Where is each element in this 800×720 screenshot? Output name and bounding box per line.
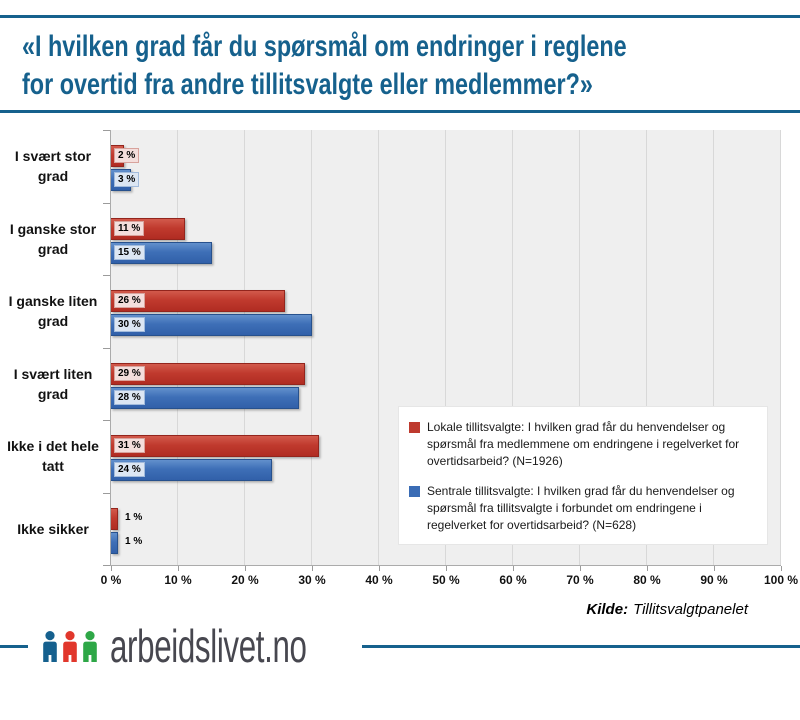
- y-axis-tick: [103, 130, 110, 131]
- legend-label: Sentrale tillitsvalgte: I hvilken grad f…: [427, 484, 735, 532]
- x-axis-label: 90 %: [700, 573, 728, 587]
- category-label-line: tatt: [42, 458, 64, 475]
- gridline: [579, 130, 580, 565]
- y-axis-tick: [103, 420, 110, 421]
- legend-item: Lokale tillitsvalgte: I hvilken grad får…: [409, 419, 759, 470]
- chart-legend: Lokale tillitsvalgte: I hvilken grad får…: [398, 406, 768, 545]
- bar-value-label: 28 %: [114, 389, 145, 405]
- x-axis-tick: [714, 566, 715, 571]
- x-axis-label: 20 %: [231, 573, 259, 587]
- x-axis-label: 80 %: [633, 573, 661, 587]
- y-axis-tick: [103, 348, 110, 349]
- gridline: [177, 130, 178, 565]
- x-axis-tick: [379, 566, 380, 571]
- arbeidslivet-logo: arbeidslivet.no: [28, 616, 362, 676]
- bar-value-label: 1 %: [125, 535, 143, 547]
- category-label: I ganske liten grad: [1, 275, 105, 348]
- gridline: [445, 130, 446, 565]
- gridline: [512, 130, 513, 565]
- x-axis-label: 30 %: [298, 573, 326, 587]
- bar-value-label: 31 %: [114, 438, 145, 453]
- y-axis-tick: [103, 493, 110, 494]
- x-axis-label: 50 %: [432, 573, 460, 587]
- x-axis-label: 40 %: [365, 573, 393, 587]
- page-title: «I hvilken grad får du spørsmål om endri…: [22, 28, 755, 104]
- x-axis-tick: [245, 566, 246, 571]
- category-label: I ganske stor grad: [1, 203, 105, 276]
- legend-label: Lokale tillitsvalgte: I hvilken grad får…: [427, 420, 740, 468]
- bar-lokale: [111, 290, 285, 312]
- logo-people-icons: [42, 630, 98, 662]
- bar-lokale: [111, 435, 319, 457]
- header-bottom-rule: [0, 110, 800, 113]
- x-axis-tick: [513, 566, 514, 571]
- person-icon: [63, 630, 77, 662]
- bar-value-label: 11 %: [114, 220, 145, 236]
- bar-value-label: 15 %: [114, 244, 145, 260]
- bar-value-label: 24 %: [114, 462, 145, 477]
- x-axis-tick: [446, 566, 447, 571]
- legend-swatch-blue: [409, 486, 420, 497]
- gridline: [780, 130, 781, 565]
- gridline: [311, 130, 312, 565]
- bar-lokale: [111, 507, 118, 530]
- x-axis-label: 10 %: [164, 573, 192, 587]
- category-label-line: I svært stor: [14, 148, 92, 165]
- page-title-line1: «I hvilken grad får du spørsmål om endri…: [22, 30, 627, 63]
- legend-swatch-red: [409, 422, 420, 433]
- page-title-line2: for overtid fra andre tillitsvalgte elle…: [22, 68, 593, 101]
- bar-value-label: 1 %: [125, 511, 143, 523]
- gridline: [244, 130, 245, 565]
- bar-value-label: 30 %: [114, 317, 145, 332]
- category-label: Ikke sikker: [1, 493, 105, 566]
- bar-sentrale: [111, 314, 312, 336]
- bar-value-label: 3 %: [114, 172, 140, 187]
- header-top-rule: [0, 15, 800, 18]
- x-axis-label: 60 %: [499, 573, 527, 587]
- bar-sentrale: [111, 531, 118, 554]
- logo-text: arbeidslivet.no: [110, 620, 307, 672]
- category-label: I svært stor grad: [1, 130, 105, 203]
- y-axis-tick: [103, 565, 110, 566]
- x-axis-tick: [111, 566, 112, 571]
- source-label: Kilde:: [586, 601, 629, 618]
- source-text: Tillitsvalgtpanelet: [633, 601, 748, 618]
- bar-sentrale: [111, 386, 299, 409]
- category-label: I svært liten grad: [1, 348, 105, 421]
- bar-sentrale: [111, 459, 272, 481]
- x-axis-label: 100 %: [763, 573, 799, 587]
- x-axis-tick: [647, 566, 648, 571]
- category-label-line: I svært liten: [13, 365, 93, 382]
- gridline: [713, 130, 714, 565]
- gridline: [646, 130, 647, 565]
- category-label-line: grad: [37, 385, 69, 402]
- x-axis-tick: [781, 566, 782, 571]
- category-label-line: grad: [37, 240, 69, 257]
- x-axis-tick: [580, 566, 581, 571]
- x-axis-label: 0 %: [100, 573, 122, 587]
- x-axis-tick: [178, 566, 179, 571]
- category-label-line: Ikke i det hele: [7, 438, 99, 455]
- footer-rule: [0, 645, 800, 648]
- category-label-line: I ganske stor: [9, 220, 97, 237]
- bar-lokale: [111, 362, 305, 385]
- y-axis-tick: [103, 275, 110, 276]
- x-axis-label: 70 %: [566, 573, 594, 587]
- x-axis-tick: [312, 566, 313, 571]
- bar-value-label: 26 %: [114, 293, 145, 308]
- source-note: Kilde: Tillitsvalgtpanelet: [586, 601, 748, 618]
- category-label-line: grad: [37, 168, 69, 185]
- category-label-line: I ganske liten: [8, 293, 98, 310]
- legend-item: Sentrale tillitsvalgte: I hvilken grad f…: [409, 483, 759, 534]
- y-axis-tick: [103, 203, 110, 204]
- category-label-line: grad: [37, 313, 69, 330]
- bar-value-label: 29 %: [114, 365, 145, 381]
- category-label-line: Ikke sikker: [17, 520, 89, 537]
- gridline: [378, 130, 379, 565]
- person-icon: [83, 630, 97, 662]
- bar-value-label: 2 %: [114, 148, 140, 163]
- person-icon: [43, 630, 57, 662]
- category-label: Ikke i det hele tatt: [1, 420, 105, 493]
